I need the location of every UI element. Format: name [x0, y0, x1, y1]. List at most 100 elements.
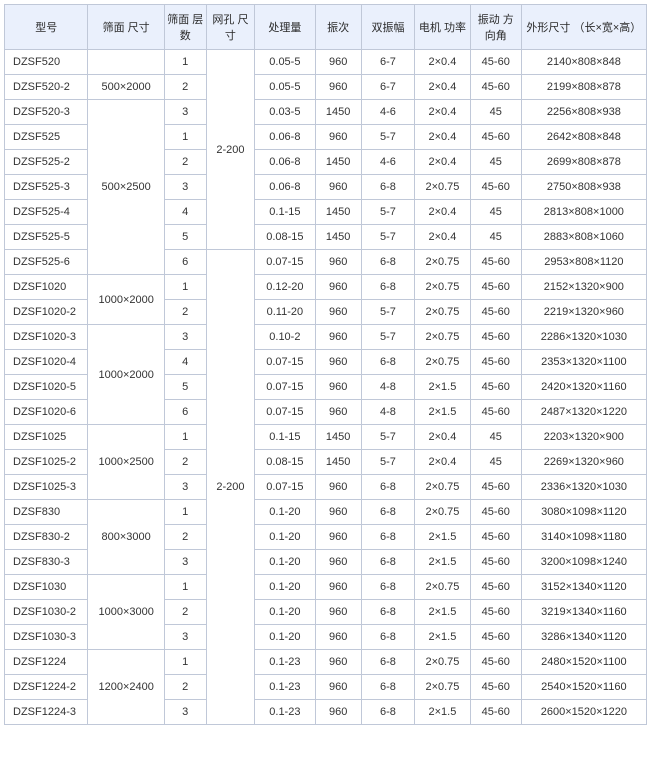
cell-model: DZSF1020-6 [5, 400, 88, 425]
cell-capacity: 0.07-15 [255, 400, 315, 425]
cell-layers: 5 [164, 225, 206, 250]
cell-amplitude: 6-8 [361, 575, 414, 600]
cell-screen-size: 1000×3000 [88, 575, 164, 650]
cell-freq: 960 [315, 250, 361, 275]
cell-angle: 45-60 [470, 175, 521, 200]
cell-amplitude: 6-8 [361, 350, 414, 375]
cell-freq: 1450 [315, 200, 361, 225]
cell-freq: 1450 [315, 100, 361, 125]
cell-power: 2×0.4 [415, 75, 471, 100]
cell-amplitude: 6-8 [361, 700, 414, 725]
cell-angle: 45-60 [470, 375, 521, 400]
cell-angle: 45-60 [470, 400, 521, 425]
cell-screen-size: 1000×2000 [88, 275, 164, 325]
cell-amplitude: 6-8 [361, 250, 414, 275]
cell-amplitude: 6-8 [361, 650, 414, 675]
cell-angle: 45-60 [470, 300, 521, 325]
table-row: DZSF10301000×300010.1-209606-82×0.7545-6… [5, 575, 647, 600]
cell-capacity: 0.07-15 [255, 250, 315, 275]
cell-angle: 45-60 [470, 575, 521, 600]
th-model: 型号 [5, 5, 88, 50]
cell-amplitude: 5-7 [361, 225, 414, 250]
cell-power: 2×1.5 [415, 600, 471, 625]
cell-capacity: 0.07-15 [255, 375, 315, 400]
cell-model: DZSF525-5 [5, 225, 88, 250]
cell-dimensions: 3286×1340×1120 [521, 625, 646, 650]
cell-capacity: 0.1-23 [255, 700, 315, 725]
cell-angle: 45-60 [470, 50, 521, 75]
cell-capacity: 0.1-20 [255, 525, 315, 550]
cell-model: DZSF1020 [5, 275, 88, 300]
cell-layers: 3 [164, 700, 206, 725]
cell-amplitude: 6-7 [361, 75, 414, 100]
cell-dimensions: 2353×1320×1100 [521, 350, 646, 375]
cell-model: DZSF1025 [5, 425, 88, 450]
cell-angle: 45-60 [470, 525, 521, 550]
cell-capacity: 0.10-2 [255, 325, 315, 350]
table-row: DZSF10251000×250010.1-1514505-72×0.44522… [5, 425, 647, 450]
cell-freq: 960 [315, 650, 361, 675]
cell-angle: 45-60 [470, 650, 521, 675]
cell-angle: 45-60 [470, 125, 521, 150]
cell-layers: 1 [164, 575, 206, 600]
cell-capacity: 0.07-15 [255, 350, 315, 375]
cell-layers: 5 [164, 375, 206, 400]
cell-capacity: 0.08-15 [255, 450, 315, 475]
cell-model: DZSF1025-2 [5, 450, 88, 475]
cell-screen-size: 500×2000 [88, 75, 164, 100]
cell-amplitude: 4-6 [361, 100, 414, 125]
table-head: 型号 筛面 尺寸 筛面 层数 网孔 尺寸 处理量 振次 双振幅 电机 功率 振动… [5, 5, 647, 50]
table-body: DZSF52012-2000.05-59606-72×0.445-602140×… [5, 50, 647, 725]
cell-screen-size: 1000×2500 [88, 425, 164, 500]
th-power: 电机 功率 [415, 5, 471, 50]
cell-freq: 960 [315, 475, 361, 500]
cell-model: DZSF1030-2 [5, 600, 88, 625]
cell-freq: 960 [315, 550, 361, 575]
cell-dimensions: 2203×1320×900 [521, 425, 646, 450]
cell-freq: 960 [315, 375, 361, 400]
cell-layers: 1 [164, 425, 206, 450]
cell-power: 2×0.75 [415, 475, 471, 500]
cell-angle: 45-60 [470, 350, 521, 375]
cell-amplitude: 6-7 [361, 50, 414, 75]
cell-layers: 2 [164, 600, 206, 625]
cell-capacity: 0.1-20 [255, 550, 315, 575]
cell-freq: 1450 [315, 425, 361, 450]
th-mesh: 网孔 尺寸 [206, 5, 255, 50]
cell-capacity: 0.05-5 [255, 50, 315, 75]
cell-power: 2×0.4 [415, 425, 471, 450]
cell-capacity: 0.1-15 [255, 425, 315, 450]
cell-amplitude: 5-7 [361, 450, 414, 475]
cell-angle: 45-60 [470, 325, 521, 350]
cell-model: DZSF525 [5, 125, 88, 150]
cell-layers: 3 [164, 100, 206, 125]
cell-freq: 960 [315, 675, 361, 700]
cell-amplitude: 6-8 [361, 525, 414, 550]
cell-power: 2×0.75 [415, 275, 471, 300]
cell-layers: 1 [164, 275, 206, 300]
table-row: DZSF520-3500×250030.03-514504-62×0.44522… [5, 100, 647, 125]
cell-capacity: 0.06-8 [255, 150, 315, 175]
cell-dimensions: 2883×808×1060 [521, 225, 646, 250]
cell-power: 2×1.5 [415, 400, 471, 425]
cell-capacity: 0.03-5 [255, 100, 315, 125]
cell-model: DZSF525-6 [5, 250, 88, 275]
cell-amplitude: 6-8 [361, 675, 414, 700]
cell-layers: 4 [164, 200, 206, 225]
th-layers: 筛面 层数 [164, 5, 206, 50]
cell-amplitude: 4-8 [361, 400, 414, 425]
cell-capacity: 0.11-20 [255, 300, 315, 325]
cell-freq: 960 [315, 275, 361, 300]
cell-layers: 1 [164, 500, 206, 525]
table-row: DZSF830800×300010.1-209606-82×0.7545-603… [5, 500, 647, 525]
cell-capacity: 0.12-20 [255, 275, 315, 300]
cell-angle: 45-60 [470, 675, 521, 700]
cell-dimensions: 2286×1320×1030 [521, 325, 646, 350]
cell-power: 2×0.4 [415, 50, 471, 75]
cell-power: 2×0.4 [415, 450, 471, 475]
cell-layers: 4 [164, 350, 206, 375]
cell-screen-size: 1000×2000 [88, 325, 164, 425]
cell-amplitude: 5-7 [361, 325, 414, 350]
cell-freq: 960 [315, 50, 361, 75]
cell-capacity: 0.1-20 [255, 500, 315, 525]
